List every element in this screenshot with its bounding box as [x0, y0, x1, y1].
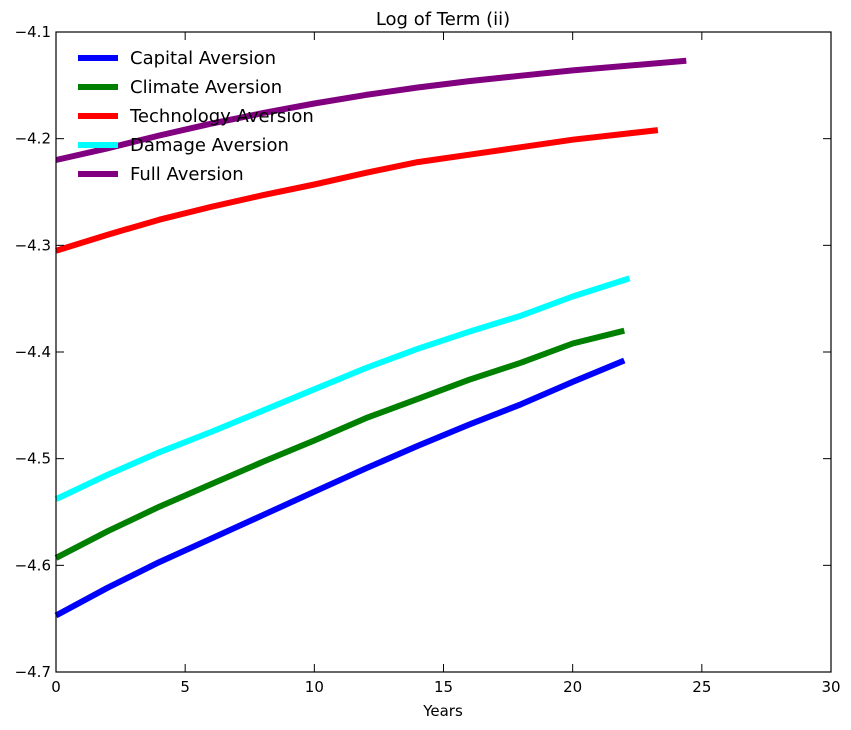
series-line-1 — [54, 327, 626, 561]
x-tick-label-6: 30 — [821, 678, 840, 696]
plot-frame — [55, 31, 832, 673]
series-line-2 — [55, 127, 659, 254]
x-tick-label-3: 15 — [434, 678, 453, 696]
legend-label-1: Climate Aversion — [130, 77, 282, 98]
x-tick-label-5: 25 — [692, 678, 711, 696]
series-line-0 — [54, 357, 626, 619]
plot-area — [54, 57, 687, 619]
axis-ticks: 0 5 10 15 20 25 30 −4.7 −4.6 −4.5 −4.4 −4.3 −4.2 −4.1 — [15, 23, 841, 696]
x-tick-label-0: 0 — [51, 678, 61, 696]
y-tick-label-5: −4.2 — [15, 130, 51, 148]
y-tick-label-4: −4.3 — [15, 236, 51, 254]
legend-label-0: Capital Aversion — [130, 48, 276, 69]
y-tick-label-0: −4.7 — [15, 663, 51, 681]
chart-title: Log of Term (ii) — [376, 9, 510, 30]
y-tick-label-6: −4.1 — [15, 23, 51, 41]
y-tick-label-1: −4.6 — [15, 556, 51, 574]
x-axis-label: Years — [422, 702, 463, 720]
series-line-3 — [54, 275, 631, 502]
x-tick-label-2: 10 — [305, 678, 324, 696]
series-line-4 — [55, 57, 687, 163]
legend-label-3: Damage Aversion — [130, 135, 289, 156]
y-tick-label-2: −4.5 — [15, 450, 51, 468]
y-tick-label-3: −4.4 — [15, 343, 51, 361]
legend-label-2: Technology Aversion — [129, 106, 314, 127]
legend-label-4: Full Aversion — [130, 164, 244, 185]
x-tick-label-4: 20 — [563, 678, 582, 696]
legend: Capital Aversion Climate Aversion Technolo… — [78, 48, 314, 185]
x-tick-label-1: 5 — [180, 678, 190, 696]
